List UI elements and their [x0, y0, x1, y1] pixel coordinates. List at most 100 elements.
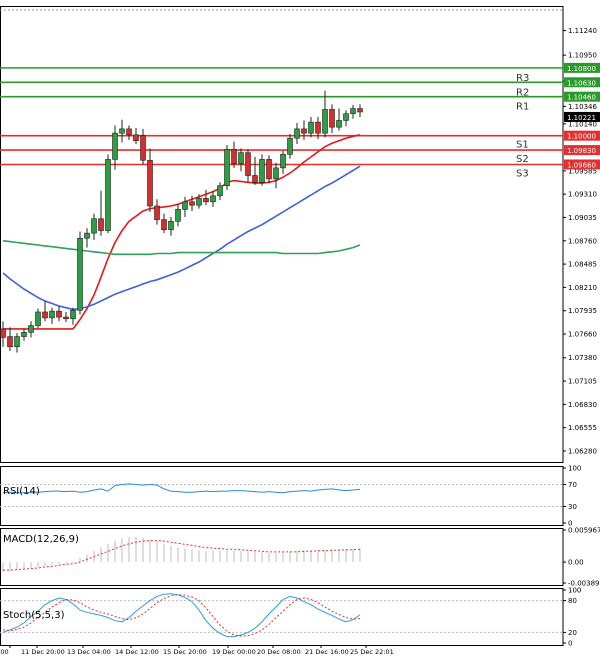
candle-body [7, 336, 13, 348]
price-tick-label: 1.08760 [568, 237, 597, 245]
stoch-tick-label: 20 [568, 629, 577, 637]
macd-tick-label: 0.005967 [568, 527, 600, 535]
time-label: 14 Dec 12:00 [115, 648, 159, 656]
candle [105, 154, 111, 234]
ma-line-ma-fast [3, 134, 361, 330]
candle [49, 307, 55, 324]
candle-body [49, 310, 55, 319]
level-tag-label: 1.10460 [567, 94, 596, 102]
candle-body [357, 108, 363, 113]
candle-body [252, 175, 258, 183]
candle [35, 308, 41, 329]
candle [98, 190, 104, 236]
candle-body [14, 336, 20, 348]
stoch-signal-line [2, 594, 361, 637]
level-tag-label: 1.10630 [567, 79, 596, 87]
candle [42, 300, 48, 322]
macd-tick-label: 0.00 [568, 559, 584, 567]
candle-body [112, 132, 118, 160]
candle [280, 150, 286, 174]
candle-body [245, 152, 251, 176]
candle-body [0, 328, 6, 338]
time-label: 11 Dec 20:00 [21, 648, 65, 656]
pane-frame-2 [0, 528, 564, 586]
candle [140, 128, 146, 165]
candle-body [70, 309, 76, 320]
candle [63, 311, 69, 323]
candle [77, 231, 83, 315]
candle-body [203, 198, 209, 203]
level-tag-label: 1.09660 [567, 161, 596, 169]
price-tick-label: 1.09310 [568, 191, 597, 199]
current-price-label: 1.10221 [567, 114, 596, 122]
rsi-tick-label: 30 [568, 503, 577, 511]
price-tick-label: 1.11240 [568, 27, 597, 35]
stoch-tick-label: 80 [568, 597, 577, 605]
rsi-title: RSI(14) [3, 486, 40, 497]
candle-body [301, 128, 307, 134]
time-label: 8:00 [0, 648, 9, 656]
candle-body [294, 128, 300, 139]
candle [189, 195, 195, 212]
candle-body [42, 311, 48, 319]
candle-body [182, 201, 188, 210]
time-label: 21 Dec 16:00 [305, 648, 349, 656]
candle [266, 155, 272, 184]
candle [259, 154, 265, 186]
candle [224, 145, 230, 190]
stoch-title: Stoch(5,5,3) [3, 610, 65, 621]
candle [0, 321, 6, 347]
level-tag-s2 [564, 145, 600, 156]
rsi-tick-label: 100 [568, 465, 581, 473]
candle [336, 108, 342, 131]
candle-body [154, 205, 160, 220]
candle-body [322, 109, 328, 134]
level-name-s1: S1 [516, 140, 529, 151]
level-tag-label: 1.09830 [567, 147, 596, 155]
candle-body [119, 128, 125, 134]
level-tag-r2 [564, 77, 600, 88]
candle [322, 90, 328, 138]
candle-body [266, 159, 272, 180]
candle-body [126, 128, 132, 136]
candle [210, 191, 216, 207]
candle-body [336, 120, 342, 128]
candle [147, 148, 153, 212]
ma-line-ma-medium [2, 165, 361, 311]
candle-body [147, 159, 153, 207]
candle-body [259, 159, 265, 183]
candle-body [28, 325, 34, 333]
candle-body [56, 310, 62, 318]
price-tick-label: 1.10950 [568, 52, 597, 60]
candle [168, 217, 174, 236]
candle-body [287, 137, 293, 155]
time-label: 20 Dec 08:00 [257, 648, 301, 656]
current-price-tag [564, 111, 600, 122]
candle-body [280, 154, 286, 169]
time-label: 13 Dec 04:00 [67, 648, 111, 656]
stoch-tick-label: 100 [568, 587, 581, 595]
candle-body [189, 201, 195, 206]
level-name-r3: R3 [516, 73, 529, 84]
candle-body [238, 152, 244, 164]
candle [28, 321, 34, 338]
candle-body [63, 316, 69, 320]
level-tag-s3 [564, 159, 600, 170]
level-tag-r3 [564, 62, 600, 73]
time-label: 25 Dec 22:01 [350, 648, 394, 656]
candle [196, 194, 202, 209]
candle-body [140, 135, 146, 161]
candle-body [217, 185, 223, 197]
level-tag-label: 1.10000 [567, 133, 596, 141]
candle [273, 162, 279, 189]
candle [119, 119, 125, 143]
candle-body [168, 220, 174, 231]
candle-body [196, 198, 202, 206]
candle-body [329, 109, 335, 128]
candle [14, 333, 20, 353]
candle-body [35, 311, 41, 326]
macd-signal-line [3, 540, 361, 571]
candle-body [91, 218, 97, 234]
